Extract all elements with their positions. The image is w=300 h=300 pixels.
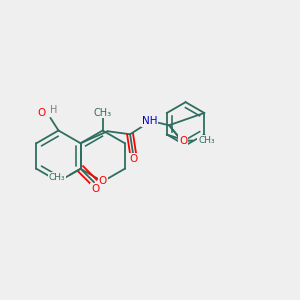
Text: CH₃: CH₃ xyxy=(198,136,215,145)
Text: H: H xyxy=(50,105,58,115)
Text: CH₃: CH₃ xyxy=(49,173,66,182)
Text: O: O xyxy=(129,154,137,164)
Text: O: O xyxy=(92,184,100,194)
Text: CH₃: CH₃ xyxy=(49,173,66,182)
Text: O: O xyxy=(98,176,107,187)
Text: NH: NH xyxy=(142,116,157,126)
Text: O: O xyxy=(179,136,187,146)
Text: CH₃: CH₃ xyxy=(94,107,112,118)
Text: O: O xyxy=(38,108,46,118)
